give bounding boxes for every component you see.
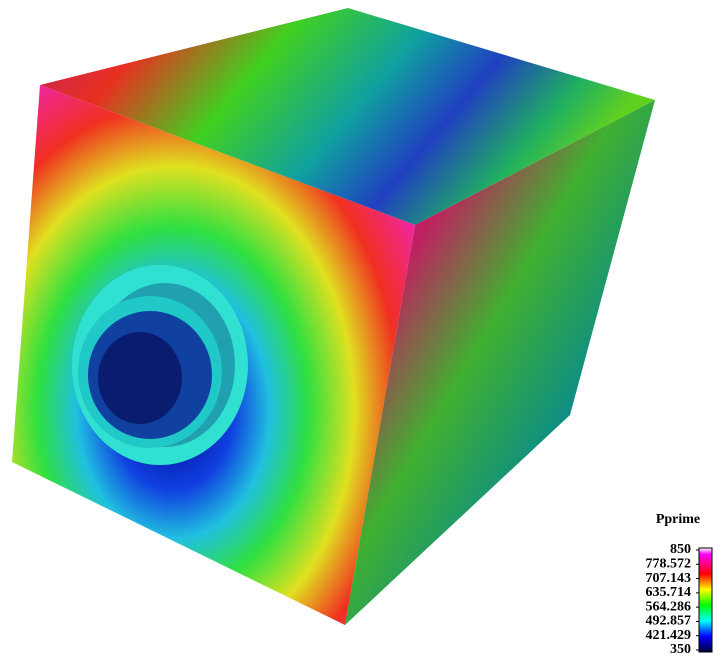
cube	[12, 8, 655, 625]
legend-title: Pprime	[656, 512, 700, 527]
color-bar	[699, 548, 712, 652]
tick-label: 421.429	[646, 628, 692, 643]
tick-label: 850	[670, 542, 691, 557]
tick-label: 635.714	[646, 585, 692, 600]
core	[98, 332, 182, 424]
tick-label: 492.857	[646, 614, 692, 629]
tick-label: 350	[670, 642, 691, 657]
tick-label: 778.572	[646, 557, 692, 572]
visualization: Pprime 850778.572707.143635.714564.28649…	[0, 0, 715, 661]
tick-label: 564.286	[646, 599, 692, 614]
tick-label: 707.143	[646, 571, 692, 586]
legend: Pprime 850778.572707.143635.714564.28649…	[646, 512, 713, 657]
